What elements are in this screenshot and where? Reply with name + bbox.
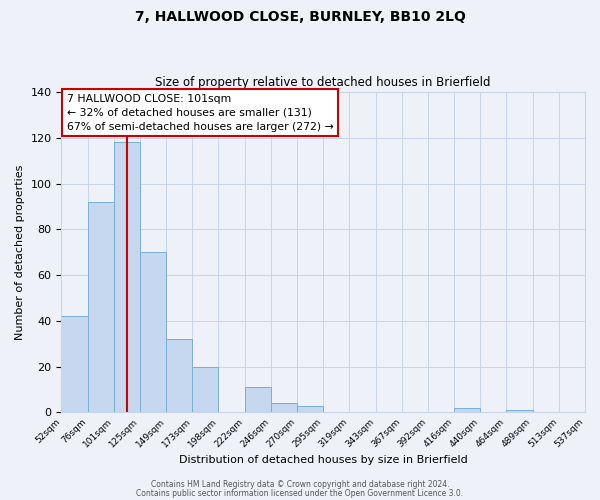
Text: 7, HALLWOOD CLOSE, BURNLEY, BB10 2LQ: 7, HALLWOOD CLOSE, BURNLEY, BB10 2LQ — [134, 10, 466, 24]
Bar — [61, 316, 88, 412]
Bar — [454, 408, 480, 412]
Bar — [245, 388, 271, 412]
Text: Contains public sector information licensed under the Open Government Licence 3.: Contains public sector information licen… — [136, 488, 464, 498]
Text: 7 HALLWOOD CLOSE: 101sqm
← 32% of detached houses are smaller (131)
67% of semi-: 7 HALLWOOD CLOSE: 101sqm ← 32% of detach… — [67, 94, 334, 132]
Text: Contains HM Land Registry data © Crown copyright and database right 2024.: Contains HM Land Registry data © Crown c… — [151, 480, 449, 489]
Bar — [271, 404, 297, 412]
Bar — [506, 410, 533, 412]
Bar — [140, 252, 166, 412]
Bar — [297, 406, 323, 412]
Bar — [193, 366, 218, 412]
Bar — [114, 142, 140, 412]
X-axis label: Distribution of detached houses by size in Brierfield: Distribution of detached houses by size … — [179, 455, 467, 465]
Y-axis label: Number of detached properties: Number of detached properties — [15, 164, 25, 340]
Bar — [88, 202, 114, 412]
Title: Size of property relative to detached houses in Brierfield: Size of property relative to detached ho… — [155, 76, 491, 90]
Bar — [166, 340, 193, 412]
